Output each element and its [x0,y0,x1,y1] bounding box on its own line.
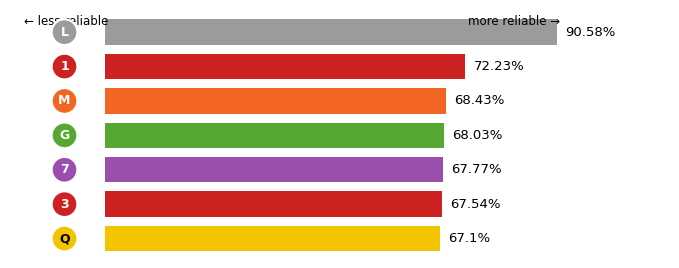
Text: M: M [58,94,71,107]
Text: 68.43%: 68.43% [454,94,505,107]
Text: 1: 1 [60,60,69,73]
Text: 7: 7 [60,163,69,176]
Text: 90.58%: 90.58% [565,26,615,39]
Text: Q: Q [59,232,70,245]
Text: 67.1%: 67.1% [448,232,490,245]
Text: 68.03%: 68.03% [452,129,503,142]
Text: more reliable →: more reliable → [468,15,560,28]
Text: G: G [59,129,70,142]
Text: 72.23%: 72.23% [473,60,524,73]
Text: ← less reliable: ← less reliable [24,15,108,28]
Text: 67.77%: 67.77% [452,163,502,176]
Text: 67.54%: 67.54% [450,198,500,211]
Text: 3: 3 [60,198,69,211]
Text: L: L [60,26,69,39]
